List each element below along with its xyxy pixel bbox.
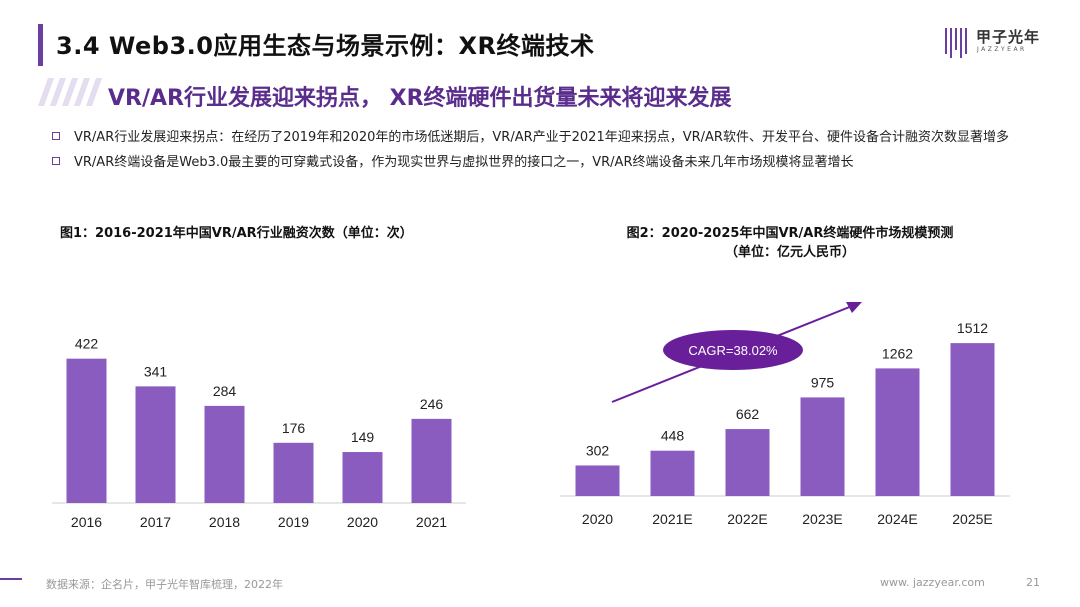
bullet-text: VR/AR行业发展迎来拐点：在经历了2019年和2020年的市场低迷期后，VR/…: [74, 130, 1009, 145]
data-label: 422: [75, 336, 99, 352]
x-tick-label: 2024E: [877, 511, 917, 527]
data-label: 975: [811, 374, 835, 390]
bar: [135, 386, 176, 503]
chart1-bar-chart: 422 2016 341 2017 284 2018 176 2019 149 2020 246 20…: [52, 336, 466, 530]
bullet-square-icon: [52, 157, 60, 165]
x-tick-label: 2017: [140, 514, 171, 530]
data-label: 1262: [882, 345, 913, 361]
data-label: 341: [144, 363, 168, 379]
chart2-title-line1: 图2：2020-2025年中国VR/AR终端硬件市场规模预测: [626, 226, 954, 241]
x-tick-label: 2020: [347, 514, 378, 530]
bar: [411, 418, 452, 503]
bar: [66, 358, 107, 503]
cagr-label: CAGR=38.02%: [688, 343, 778, 358]
x-tick-label: 2016: [71, 514, 102, 530]
subtitle-stripes: [38, 78, 102, 106]
subtitle: VR/AR行业发展迎来拐点， XR终端硬件出货量未来将迎来发展: [108, 86, 732, 111]
x-tick-label: 2023E: [802, 511, 842, 527]
data-label: 284: [213, 383, 237, 399]
bar: [204, 405, 245, 503]
x-tick-label: 2018: [209, 514, 240, 530]
data-label: 302: [586, 442, 610, 458]
footer-accent-line: [0, 578, 22, 580]
data-label: 176: [282, 420, 306, 436]
bar: [342, 452, 383, 503]
x-tick-label: 2021E: [652, 511, 692, 527]
x-tick-label: 2022E: [727, 511, 767, 527]
data-label: 1512: [957, 320, 988, 336]
chart2-title-line2: （单位：亿元人民币）: [724, 245, 855, 260]
logo: 甲子光年 JAZZYEAR: [944, 22, 1054, 62]
logo-bars-icon: [945, 28, 967, 58]
bar: [725, 429, 770, 496]
data-label: 662: [736, 406, 760, 422]
bullet-square-icon: [52, 132, 60, 140]
logo-text: 甲子光年: [976, 28, 1041, 46]
x-tick-label: 2025E: [952, 511, 992, 527]
x-tick-label: 2020: [582, 511, 613, 527]
x-tick-label: 2019: [278, 514, 309, 530]
logo-subtext: JAZZYEAR: [977, 46, 1027, 53]
bar: [875, 368, 920, 496]
title-accent-bar: [38, 24, 43, 66]
bar: [950, 343, 995, 496]
bullet-item: VR/AR终端设备是Web3.0最主要的可穿戴式设备，作为现实世界与虚拟世界的接…: [50, 153, 1050, 172]
x-tick-label: 2021: [416, 514, 447, 530]
chart2-bar-chart: 302 2020 448 2021E 662 2022E 975 2023E 1262 2024E…: [560, 302, 1010, 527]
bar: [575, 465, 620, 496]
chart1-title: 图1：2016-2021年中国VR/AR行业融资次数（单位：次）: [60, 226, 413, 241]
bullet-item: VR/AR行业发展迎来拐点：在经历了2019年和2020年的市场低迷期后，VR/…: [50, 128, 1050, 147]
page-title: 3.4 Web3.0应用生态与场景示例：XR终端技术: [56, 32, 595, 60]
bullet-list: VR/AR行业发展迎来拐点：在经历了2019年和2020年的市场低迷期后，VR/…: [50, 128, 1050, 178]
footer-website[interactable]: www. jazzyear.com: [880, 576, 985, 589]
bar: [800, 397, 845, 496]
chart2-title: 图2：2020-2025年中国VR/AR终端硬件市场规模预测 （单位：亿元人民币…: [580, 224, 1000, 262]
bar: [273, 442, 314, 503]
bar: [650, 450, 695, 496]
data-label: 246: [420, 396, 444, 412]
data-label: 149: [351, 429, 375, 445]
bullet-text: VR/AR终端设备是Web3.0最主要的可穿戴式设备，作为现实世界与虚拟世界的接…: [74, 155, 854, 170]
footer-source: 数据来源：企名片，甲子光年智库梳理，2022年: [46, 578, 283, 591]
page-number: 21: [1026, 576, 1040, 589]
cagr-ellipse: [663, 330, 803, 370]
data-label: 448: [661, 428, 685, 444]
